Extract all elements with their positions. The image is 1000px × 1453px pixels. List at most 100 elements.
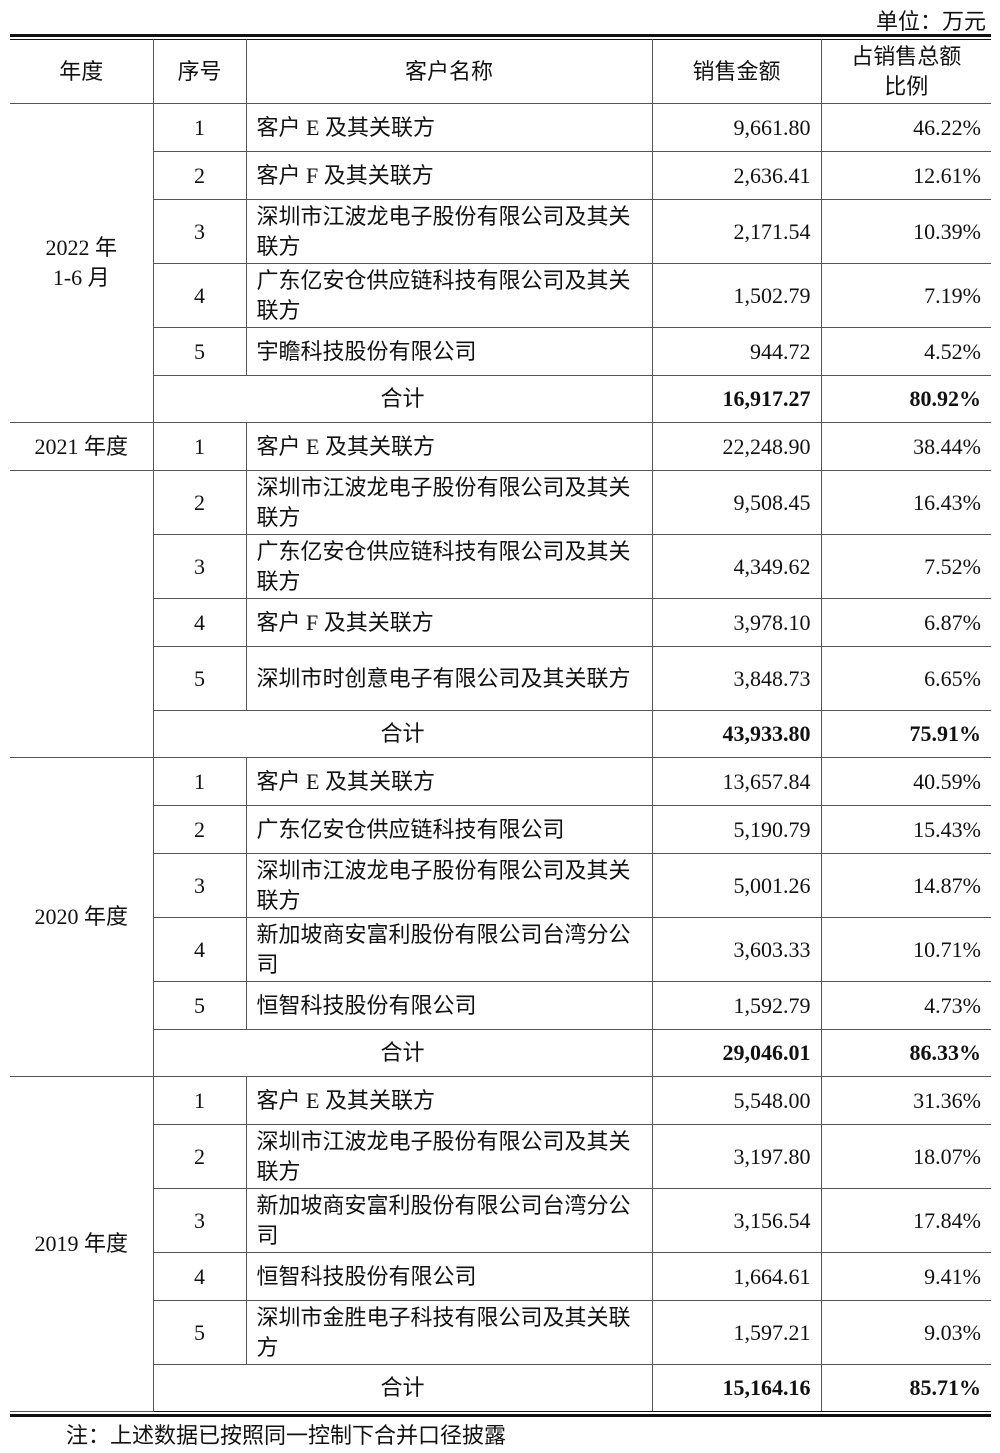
- customer-name: 客户 F 及其关联方: [245, 598, 653, 647]
- header-sales-amount: 销售金额: [651, 39, 822, 104]
- table-row: 2022 年 1-6 月 1 客户 E 及其关联方 9,661.80 46.22%: [10, 103, 991, 423]
- sales-amount: 5,548.00: [651, 1076, 822, 1125]
- header-row: 年度 序号 客户名称 销售金额 占销售总额 比例: [10, 39, 991, 104]
- sales-ratio: 6.87%: [820, 598, 991, 647]
- sales-amount: 1,592.79: [651, 981, 822, 1030]
- table-row: 2 广东亿安仓供应链科技有限公司 5,190.79 15.43%: [10, 805, 991, 854]
- total-amount: 29,046.01: [651, 1029, 822, 1077]
- year-cell-empty: [10, 470, 154, 758]
- year-cell: 2021 年度: [10, 422, 154, 471]
- table-row: 3 新加坡商安富利股份有限公司台湾分公司 3,156.54 17.84%: [10, 1188, 991, 1253]
- row-index: 3: [153, 1188, 247, 1253]
- sales-ratio: 31.36%: [820, 1076, 991, 1125]
- total-row: 合计 15,164.16 85.71%: [10, 1364, 991, 1412]
- sales-ratio: 14.87%: [820, 853, 991, 918]
- total-row: 合计 43,933.80 75.91%: [10, 710, 991, 758]
- customer-name: 客户 F 及其关联方: [245, 151, 653, 200]
- table-row: 2 深圳市江波龙电子股份有限公司及其关联方 9,508.45 16.43%: [10, 470, 991, 758]
- customer-sales-table-wrapper: 年度 序号 客户名称 销售金额 占销售总额 比例 2022 年 1-6 月 1 客户 …: [10, 34, 991, 1417]
- customer-name: 客户 E 及其关联方: [245, 757, 653, 806]
- sales-amount: 3,848.73: [651, 646, 822, 711]
- total-amount: 43,933.80: [651, 710, 822, 758]
- top-customers-table: 年度 序号 客户名称 销售金额 占销售总额 比例 2022 年 1-6 月 1 客户 …: [10, 39, 991, 1412]
- row-index: 2: [152, 470, 247, 535]
- sales-ratio: 7.52%: [820, 534, 991, 599]
- table-row: 2 深圳市江波龙电子股份有限公司及其关联方 3,197.80 18.07%: [10, 1124, 991, 1189]
- total-ratio: 75.91%: [820, 710, 991, 758]
- sales-ratio: 40.59%: [820, 757, 991, 806]
- sales-amount: 1,664.61: [651, 1252, 822, 1301]
- sales-ratio: 12.61%: [820, 151, 991, 200]
- sales-ratio: 38.44%: [820, 422, 991, 471]
- sales-amount: 944.72: [651, 327, 822, 376]
- sales-amount: 9,661.80: [651, 103, 822, 152]
- table-row: 3 深圳市江波龙电子股份有限公司及其关联方 5,001.26 14.87%: [10, 853, 991, 918]
- table-row: 5 深圳市金胜电子科技有限公司及其关联方 1,597.21 9.03%: [10, 1300, 991, 1365]
- row-index: 4: [153, 1252, 247, 1301]
- total-row: 合计 29,046.01 86.33%: [10, 1029, 991, 1077]
- total-amount: 16,917.27: [651, 375, 822, 423]
- customer-name: 深圳市江波龙电子股份有限公司及其关联方: [245, 1124, 653, 1189]
- customer-name: 恒智科技股份有限公司: [245, 1252, 653, 1301]
- header-customer-name: 客户名称: [245, 39, 653, 104]
- table-note: 注：上述数据已按照同一控制下合并口径披露: [66, 1423, 507, 1448]
- table-row: 4 新加坡商安富利股份有限公司台湾分公司 3,603.33 10.71%: [10, 917, 991, 982]
- sales-ratio: 46.22%: [820, 103, 991, 152]
- year-cell: 2020 年度: [10, 757, 154, 1077]
- row-index: 1: [152, 103, 247, 152]
- sales-amount: 3,197.80: [651, 1124, 822, 1189]
- table-row: 2 客户 F 及其关联方 2,636.41 12.61%: [10, 151, 991, 200]
- sales-ratio: 15.43%: [820, 805, 991, 854]
- row-index: 3: [153, 199, 247, 264]
- header-ratio-line-2: 比例: [884, 73, 929, 99]
- sales-ratio: 9.41%: [820, 1252, 991, 1301]
- customer-name: 深圳市时创意电子有限公司及其关联方: [245, 646, 653, 711]
- table-row: 2020 年度 1 客户 E 及其关联方 13,657.84 40.59%: [10, 757, 991, 1077]
- sales-amount: 2,636.41: [651, 151, 822, 200]
- row-index: 2: [153, 151, 247, 200]
- row-index: 2: [153, 805, 247, 854]
- total-row: 合计 16,917.27 80.92%: [10, 375, 991, 423]
- table-row: 5 恒智科技股份有限公司 1,592.79 4.73%: [10, 981, 991, 1030]
- customer-name: 客户 E 及其关联方: [245, 103, 653, 152]
- customer-name: 广东亿安仓供应链科技有限公司及其关联方: [245, 534, 653, 599]
- row-index: 3: [153, 534, 247, 599]
- row-index: 3: [153, 853, 247, 918]
- total-amount: 15,164.16: [651, 1364, 822, 1412]
- sales-ratio: 10.39%: [820, 199, 991, 264]
- total-ratio: 86.33%: [820, 1029, 991, 1077]
- row-index: 1: [152, 1076, 247, 1125]
- header-index: 序号: [152, 39, 247, 104]
- customer-name: 深圳市江波龙电子股份有限公司及其关联方: [245, 470, 653, 535]
- sales-amount: 1,502.79: [651, 263, 822, 328]
- row-index: 4: [153, 917, 247, 982]
- customer-name: 宇瞻科技股份有限公司: [245, 327, 653, 376]
- row-index: 4: [153, 598, 247, 647]
- customer-name: 深圳市江波龙电子股份有限公司及其关联方: [245, 199, 653, 264]
- header-ratio-line-1: 占销售总额: [851, 43, 962, 69]
- total-label: 合计: [153, 710, 653, 758]
- total-label: 合计: [153, 1364, 653, 1412]
- table-row: 4 广东亿安仓供应链科技有限公司及其关联方 1,502.79 7.19%: [10, 263, 991, 328]
- row-index: 1: [152, 757, 247, 806]
- total-label: 合计: [153, 375, 653, 423]
- header-sales-ratio: 占销售总额 比例: [820, 39, 991, 104]
- customer-name: 广东亿安仓供应链科技有限公司: [245, 805, 653, 854]
- sales-ratio: 16.43%: [820, 470, 991, 535]
- customer-name: 深圳市金胜电子科技有限公司及其关联方: [245, 1300, 653, 1365]
- sales-ratio: 17.84%: [820, 1188, 991, 1253]
- table-top-rule: [10, 34, 991, 37]
- table-row: 3 深圳市江波龙电子股份有限公司及其关联方 2,171.54 10.39%: [10, 199, 991, 264]
- customer-name: 深圳市江波龙电子股份有限公司及其关联方: [245, 853, 653, 918]
- sales-amount: 3,603.33: [651, 917, 822, 982]
- row-index: 5: [153, 646, 247, 711]
- sales-amount: 13,657.84: [651, 757, 822, 806]
- customer-name: 客户 E 及其关联方: [245, 1076, 653, 1125]
- row-index: 5: [153, 327, 247, 376]
- row-index: 4: [153, 263, 247, 328]
- table-row: 3 广东亿安仓供应链科技有限公司及其关联方 4,349.62 7.52%: [10, 534, 991, 599]
- table-row: 4 恒智科技股份有限公司 1,664.61 9.41%: [10, 1252, 991, 1301]
- sales-amount: 22,248.90: [651, 422, 822, 471]
- table-row: 5 深圳市时创意电子有限公司及其关联方 3,848.73 6.65%: [10, 646, 991, 711]
- sales-amount: 5,190.79: [651, 805, 822, 854]
